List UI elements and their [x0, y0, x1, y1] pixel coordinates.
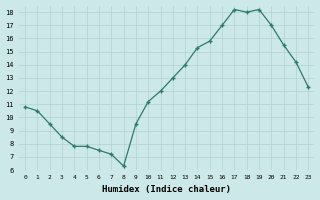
- X-axis label: Humidex (Indice chaleur): Humidex (Indice chaleur): [102, 185, 231, 194]
